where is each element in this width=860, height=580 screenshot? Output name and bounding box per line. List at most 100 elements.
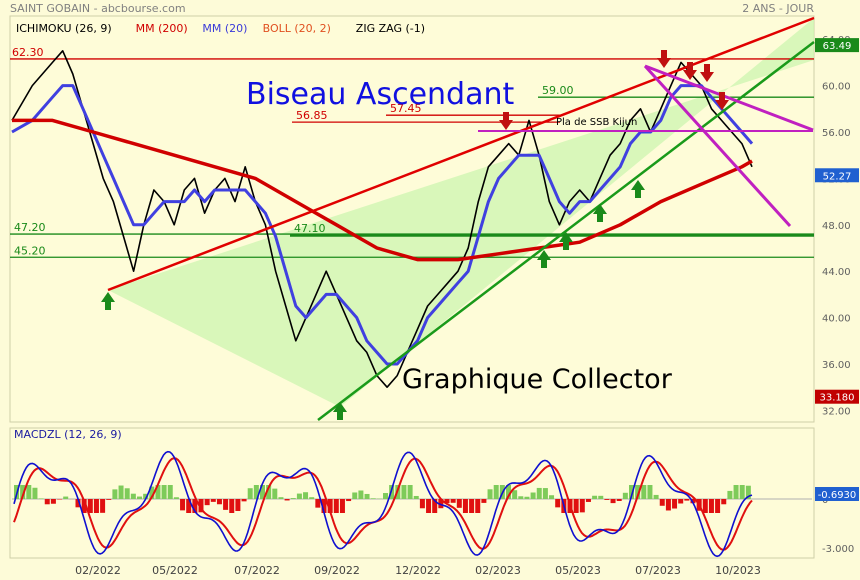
- macd-signal-line: [13, 457, 753, 551]
- macd-bar: [549, 495, 555, 499]
- macd-bar: [93, 499, 99, 513]
- macd-legend: MACDZL (12, 26, 9): [14, 428, 122, 441]
- macd-bar: [20, 485, 26, 499]
- y-tick-4: 48.00: [822, 221, 851, 232]
- wedge-lower-line: [317, 41, 815, 421]
- legend-item-1: MM (200): [136, 22, 188, 35]
- macd-bar: [290, 498, 296, 499]
- level-label-4: 47.20: [14, 221, 46, 234]
- macd-bar: [739, 485, 745, 499]
- buy-arrow-icon: [559, 232, 573, 250]
- macd-bar: [481, 499, 487, 503]
- macd-bar: [715, 499, 721, 513]
- macd-bar: [216, 499, 222, 505]
- macd-bar: [130, 493, 136, 499]
- sell-arrow-icon: [499, 112, 513, 130]
- x-tick-2: 07/2022: [234, 564, 280, 577]
- macd-bar: [665, 499, 671, 511]
- x-tick-0: 02/2022: [75, 564, 121, 577]
- buy-arrow-icon: [101, 292, 115, 310]
- y-tick-7: 60.00: [822, 82, 851, 93]
- macd-bar: [616, 499, 622, 501]
- macd-bar: [450, 499, 456, 503]
- kijun-label: Pla de SSB Kijun: [556, 117, 637, 128]
- macd-bar: [487, 489, 493, 499]
- macd-badge-label: -0.6930: [818, 490, 857, 501]
- source-label: SAINT GOBAIN - abcbourse.com: [10, 2, 186, 15]
- macd-bar: [210, 499, 216, 502]
- price-badge-label-0: 63.49: [823, 41, 852, 52]
- macd-bar: [407, 485, 413, 499]
- macd-bar: [26, 485, 32, 499]
- macd-bar: [585, 499, 591, 502]
- macd-bar: [241, 499, 247, 502]
- macd-bar: [702, 499, 708, 513]
- macd-bar: [469, 499, 475, 513]
- macd-bar: [506, 485, 511, 499]
- macd-bar: [733, 485, 739, 499]
- macd-bar: [339, 499, 345, 513]
- macd-bar: [579, 499, 585, 513]
- buy-arrows: [101, 180, 645, 420]
- macd-bar: [684, 499, 690, 501]
- legend-item-2: MM (20): [202, 22, 247, 35]
- macd-bar: [426, 499, 432, 513]
- macd-bar: [401, 485, 407, 499]
- macd-bar: [192, 499, 198, 513]
- buy-arrow-icon: [631, 180, 645, 198]
- macd-bar: [438, 499, 444, 509]
- macd-badge: [815, 487, 859, 501]
- macd-bar: [512, 490, 518, 499]
- macd-bar: [641, 485, 647, 499]
- macd-bar: [647, 485, 653, 499]
- y-tick-2: 40.00: [822, 314, 851, 325]
- macd-bar: [635, 485, 641, 499]
- macd-bar: [315, 499, 321, 508]
- macd-bar: [38, 498, 44, 499]
- macd-bar: [143, 493, 149, 499]
- macd-bar: [333, 499, 339, 513]
- x-tick-5: 02/2023: [475, 564, 521, 577]
- period-label: 2 ANS - JOUR: [742, 2, 814, 15]
- macd-bar: [124, 488, 130, 499]
- macd-bar: [50, 499, 56, 504]
- macd-bar: [112, 489, 118, 499]
- price-badge-1: [815, 168, 859, 183]
- macd-line: [13, 450, 753, 558]
- y-tick-6: 56.00: [822, 128, 851, 139]
- macd-bar: [81, 499, 87, 513]
- macd-bar: [542, 488, 548, 499]
- macd-bar: [629, 485, 634, 499]
- level-label-3: 59.00: [542, 84, 574, 97]
- macd-bar: [518, 496, 524, 499]
- level-label-0: 62.30: [12, 46, 44, 59]
- macd-bar: [167, 485, 173, 499]
- macd-bar: [444, 499, 450, 504]
- buy-arrow-icon: [593, 204, 607, 222]
- macd-bar: [161, 485, 167, 499]
- indicator-legend: ICHIMOKU (26, 9) MM (200) MM (20) BOLL (20,…: [16, 22, 425, 35]
- macd-bar: [266, 485, 272, 499]
- macd-bar: [555, 499, 561, 508]
- level-label-2: 57.45: [390, 102, 422, 115]
- macd-bar: [622, 492, 628, 499]
- macd-bar: [106, 499, 112, 500]
- macd-bar: [296, 493, 302, 499]
- macd-bar: [536, 487, 542, 499]
- series-line-0: [11, 49, 753, 389]
- macd-bar: [100, 499, 106, 513]
- macd-bar: [475, 499, 481, 513]
- macd-bar: [284, 499, 290, 501]
- legend-item-4: ZIG ZAG (-1): [356, 22, 425, 35]
- macd-bar: [610, 499, 616, 504]
- macd-bar: [659, 499, 665, 506]
- macd-bar: [204, 499, 210, 506]
- sell-arrow-icon: [700, 64, 714, 82]
- legend-item-0: ICHIMOKU (26, 9): [16, 22, 112, 35]
- macd-bar: [745, 485, 751, 499]
- macd-bar: [592, 495, 598, 499]
- macd-bar: [352, 492, 358, 499]
- x-tick-3: 09/2022: [314, 564, 360, 577]
- macd-bar: [303, 492, 309, 499]
